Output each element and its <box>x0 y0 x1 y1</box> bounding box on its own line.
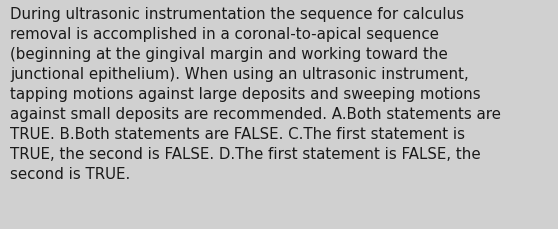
Text: During ultrasonic instrumentation the sequence for calculus
removal is accomplis: During ultrasonic instrumentation the se… <box>10 7 501 181</box>
